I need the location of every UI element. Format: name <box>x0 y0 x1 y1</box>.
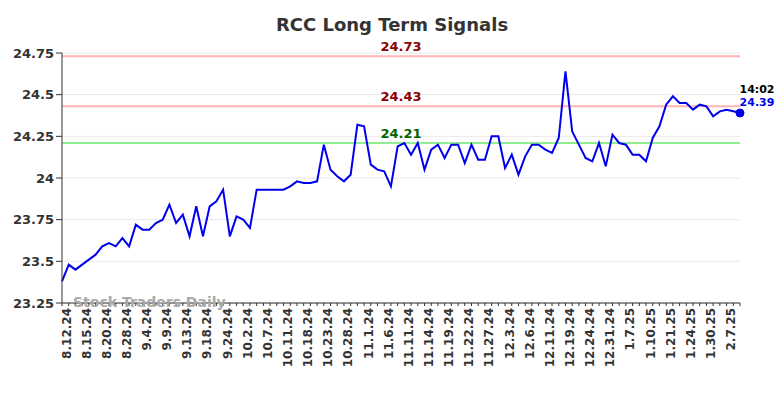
svg-text:23.25: 23.25 <box>13 296 54 311</box>
svg-text:11.22.24: 11.22.24 <box>462 308 476 367</box>
svg-text:12.11.24: 12.11.24 <box>543 308 557 367</box>
svg-text:14:02: 14:02 <box>739 83 774 96</box>
svg-text:10.7.24: 10.7.24 <box>261 308 275 359</box>
svg-text:11.6.24: 11.6.24 <box>382 308 396 359</box>
svg-text:1.10.25: 1.10.25 <box>644 308 658 359</box>
svg-text:24.5: 24.5 <box>22 87 54 102</box>
svg-text:1.21.25: 1.21.25 <box>664 308 678 359</box>
svg-text:8.28.24: 8.28.24 <box>120 308 134 359</box>
svg-text:2.7.25: 2.7.25 <box>724 308 738 351</box>
html-text:Stock Traders Daily: Stock Traders Daily <box>73 294 226 310</box>
svg-text:24.21: 24.21 <box>380 126 421 141</box>
svg-text:1.7.25: 1.7.25 <box>623 308 637 351</box>
svg-text:24.73: 24.73 <box>380 39 421 54</box>
html-text:RCC Long Term Signals: RCC Long Term Signals <box>275 14 509 35</box>
svg-text:23.5: 23.5 <box>22 254 54 269</box>
svg-text:10.23.24: 10.23.24 <box>321 308 335 367</box>
svg-text:24.39: 24.39 <box>740 96 775 109</box>
svg-text:12.3.24: 12.3.24 <box>503 308 517 359</box>
svg-text:9.24.24: 9.24.24 <box>221 308 235 359</box>
svg-text:11.14.24: 11.14.24 <box>422 308 436 367</box>
svg-text:12.19.24: 12.19.24 <box>563 308 577 367</box>
svg-text:10.11.24: 10.11.24 <box>281 308 295 367</box>
svg-text:10.2.24: 10.2.24 <box>241 308 255 359</box>
svg-text:24.43: 24.43 <box>380 89 421 104</box>
svg-text:11.19.24: 11.19.24 <box>442 308 456 367</box>
svg-text:11.11.24: 11.11.24 <box>402 308 416 367</box>
svg-text:12.6.24: 12.6.24 <box>523 308 537 359</box>
svg-text:8.20.24: 8.20.24 <box>100 308 114 359</box>
svg-text:23.75: 23.75 <box>13 212 54 227</box>
svg-text:10.18.24: 10.18.24 <box>301 308 315 367</box>
svg-text:8.12.24: 8.12.24 <box>60 308 74 359</box>
svg-text:11.1.24: 11.1.24 <box>362 308 376 359</box>
svg-text:24: 24 <box>36 171 54 186</box>
svg-text:12.31.24: 12.31.24 <box>603 308 617 367</box>
svg-text:1.24.25: 1.24.25 <box>684 308 698 359</box>
svg-text:10.28.24: 10.28.24 <box>341 308 355 367</box>
svg-text:8.15.24: 8.15.24 <box>80 308 94 359</box>
svg-text:11.27.24: 11.27.24 <box>482 308 496 367</box>
svg-text:12.24.24: 12.24.24 <box>583 308 597 367</box>
svg-text:9.4.24: 9.4.24 <box>140 308 154 351</box>
svg-text:9.18.24: 9.18.24 <box>200 308 214 359</box>
svg-text:24.75: 24.75 <box>13 46 54 61</box>
svg-text:24.25: 24.25 <box>13 129 54 144</box>
svg-text:9.9.24: 9.9.24 <box>160 308 174 351</box>
svg-text:9.13.24: 9.13.24 <box>180 308 194 359</box>
svg-text:1.30.25: 1.30.25 <box>704 308 718 359</box>
